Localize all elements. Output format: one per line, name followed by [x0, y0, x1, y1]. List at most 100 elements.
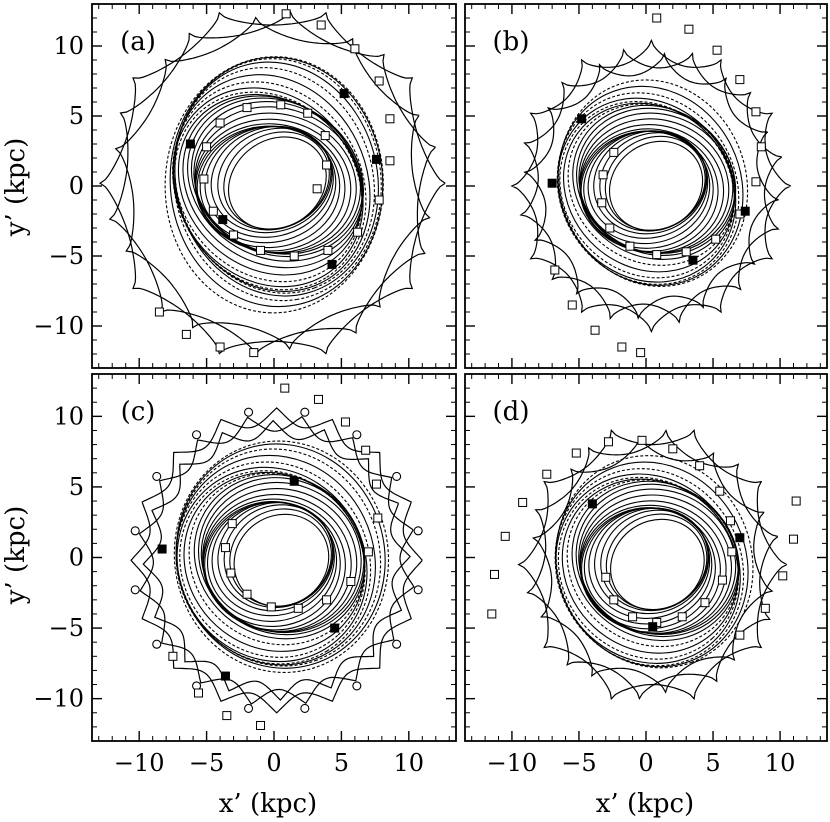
- open-square-marker: [518, 497, 528, 507]
- filled-square-marker: [648, 622, 658, 632]
- open-square-marker: [617, 342, 627, 352]
- y-tick-label: −10: [33, 685, 84, 713]
- filled-square-marker: [220, 671, 230, 681]
- open-square-marker: [609, 147, 619, 157]
- outer-envelope-curve: [130, 407, 423, 714]
- open-square-marker: [712, 45, 722, 55]
- x-tick-label: 10: [394, 749, 425, 777]
- filled-square-marker: [735, 533, 745, 543]
- open-square-marker: [249, 348, 259, 358]
- orbit-ring: [559, 101, 735, 279]
- open-square-marker: [597, 198, 607, 208]
- open-square-marker: [385, 156, 395, 166]
- filled-square-marker: [218, 215, 228, 225]
- x-tick-label: −5: [189, 749, 224, 777]
- panel-label: (c): [121, 397, 156, 427]
- filled-square-marker: [339, 89, 349, 99]
- open-square-marker: [346, 576, 356, 586]
- orbit-ring: [175, 448, 382, 667]
- outer-envelope-curve: [99, 11, 446, 355]
- open-square-marker: [266, 602, 276, 612]
- open-square-marker: [609, 595, 619, 605]
- orbit-ring: [229, 508, 332, 607]
- open-square-marker: [276, 100, 286, 110]
- orbit-ring: [179, 470, 366, 658]
- open-square-marker: [202, 142, 212, 152]
- filled-square-marker: [289, 476, 299, 486]
- x-axis-label-left: x’ (kpc): [219, 789, 317, 819]
- open-square-marker: [567, 300, 577, 310]
- open-square-marker: [751, 107, 761, 117]
- open-square-marker: [168, 651, 178, 661]
- open-square-marker: [353, 227, 363, 237]
- open-square-marker: [684, 24, 694, 34]
- open-square-marker: [322, 160, 332, 170]
- open-square-marker: [208, 206, 218, 216]
- open-square-marker: [500, 531, 510, 541]
- open-square-marker: [256, 720, 266, 730]
- open-square-marker: [487, 609, 497, 619]
- envelope-loop: [352, 430, 362, 440]
- panel-b: (b): [464, 3, 828, 369]
- open-square-marker: [215, 118, 225, 128]
- y-axis-label-top: y’ (kpc): [1, 138, 31, 237]
- open-square-marker: [256, 245, 266, 255]
- panel-label-backing: [116, 394, 160, 426]
- open-square-marker: [677, 612, 687, 622]
- outer-envelope-curve: [519, 48, 783, 324]
- envelope-loop: [130, 585, 140, 595]
- x-tick-label: −5: [561, 749, 596, 777]
- open-square-marker: [603, 437, 613, 447]
- orbit-ring: [558, 79, 749, 287]
- orbit-ring: [605, 513, 708, 611]
- open-square-marker: [788, 534, 798, 544]
- filled-square-marker: [740, 206, 750, 216]
- open-square-marker: [700, 598, 710, 608]
- outer-envelope-curve: [517, 428, 788, 701]
- open-square-marker: [312, 184, 322, 194]
- open-square-marker: [226, 568, 236, 578]
- open-square-marker: [323, 245, 333, 255]
- x-tick-label: 10: [765, 749, 796, 777]
- orbit-ring: [175, 443, 386, 669]
- x-tick-label: 5: [334, 749, 349, 777]
- x-tick-label: 5: [705, 749, 720, 777]
- open-square-marker: [281, 9, 291, 19]
- orbit-ring: [193, 106, 362, 255]
- orbit-ring: [164, 56, 384, 314]
- envelope-loop: [352, 681, 362, 691]
- open-square-marker: [727, 547, 737, 557]
- panel-label-backing: [116, 24, 160, 56]
- open-square-marker: [636, 348, 646, 358]
- open-square-marker: [220, 543, 230, 553]
- envelope-loop: [152, 639, 162, 649]
- orbit-ring: [206, 501, 338, 622]
- filled-square-marker: [547, 178, 557, 188]
- y-tick-label: −10: [33, 312, 84, 340]
- y-tick-label: 0: [69, 172, 84, 200]
- orbit-ring: [177, 93, 363, 276]
- y-tick-label: 5: [69, 473, 84, 501]
- open-square-marker: [215, 342, 225, 352]
- open-square-marker: [711, 234, 721, 244]
- open-square-marker: [735, 630, 745, 640]
- orbit-ring: [197, 477, 365, 636]
- panel-label: (a): [120, 27, 156, 57]
- y-tick-label: −5: [49, 242, 84, 270]
- open-square-marker: [373, 513, 383, 523]
- orbit-ring: [182, 95, 364, 269]
- open-square-marker: [598, 170, 608, 180]
- open-square-marker: [316, 20, 326, 30]
- open-square-marker: [760, 603, 770, 613]
- outer-envelope-curve: [526, 429, 779, 700]
- open-square-marker: [227, 519, 237, 529]
- y-tick-label: 10: [53, 32, 84, 60]
- open-square-marker: [363, 547, 373, 557]
- open-square-marker: [181, 329, 191, 339]
- open-square-marker: [668, 444, 678, 454]
- envelope-loop: [300, 407, 310, 417]
- panel-d: −10 −5 0 5 10 (d): [464, 373, 828, 777]
- orbit-ring: [556, 92, 740, 285]
- orbit-ring: [572, 104, 737, 260]
